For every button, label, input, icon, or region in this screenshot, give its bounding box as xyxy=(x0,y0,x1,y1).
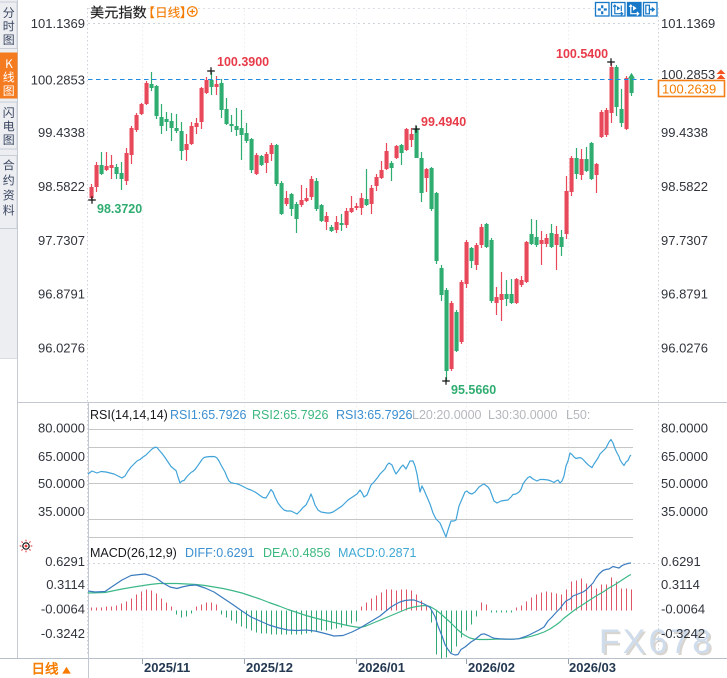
svg-text:2026/01: 2026/01 xyxy=(358,660,405,675)
svg-text:98.5822: 98.5822 xyxy=(661,179,708,194)
svg-text:2026/02: 2026/02 xyxy=(468,660,515,675)
svg-text:-0.3242: -0.3242 xyxy=(661,626,705,641)
svg-text:50.0000: 50.0000 xyxy=(38,476,85,491)
svg-text:100.2853: 100.2853 xyxy=(31,73,85,88)
svg-text:RSI2:65.7926: RSI2:65.7926 xyxy=(252,408,328,422)
svg-text:101.1369: 101.1369 xyxy=(661,16,715,31)
svg-text:97.7307: 97.7307 xyxy=(38,233,85,248)
svg-text:0.3114: 0.3114 xyxy=(661,577,700,592)
svg-text:80.0000: 80.0000 xyxy=(38,421,85,436)
svg-text:RSI1:65.7926: RSI1:65.7926 xyxy=(170,408,246,422)
svg-text:99.4338: 99.4338 xyxy=(661,125,708,140)
svg-text:100.3900: 100.3900 xyxy=(217,55,269,69)
svg-text:96.8791: 96.8791 xyxy=(38,287,85,302)
svg-text:96.8791: 96.8791 xyxy=(661,287,708,302)
svg-text:96.0276: 96.0276 xyxy=(661,341,708,356)
svg-text:0.6291: 0.6291 xyxy=(661,554,701,569)
svg-text:MACD(26,12,9): MACD(26,12,9) xyxy=(90,546,177,560)
svg-text:FX678: FX678 xyxy=(601,625,716,663)
svg-text:97.7307: 97.7307 xyxy=(661,233,708,248)
svg-text:98.3720: 98.3720 xyxy=(97,202,142,216)
svg-text:MACD:0.2871: MACD:0.2871 xyxy=(338,546,417,560)
svg-text:100.5400: 100.5400 xyxy=(556,47,608,61)
svg-text:98.5822: 98.5822 xyxy=(38,179,85,194)
svg-text:L20:20.0000: L20:20.0000 xyxy=(412,408,482,422)
svg-text:2025/11: 2025/11 xyxy=(144,660,190,675)
svg-text:50.0000: 50.0000 xyxy=(661,476,708,491)
svg-text:65.0000: 65.0000 xyxy=(661,449,708,464)
svg-text:FX678: FX678 xyxy=(599,623,714,661)
svg-text:RSI3:65.7926: RSI3:65.7926 xyxy=(336,408,412,422)
svg-text:80.0000: 80.0000 xyxy=(661,421,708,436)
svg-text:-0.0064: -0.0064 xyxy=(41,602,85,617)
svg-text:RSI(14,14,14): RSI(14,14,14) xyxy=(90,408,168,422)
svg-text:-0.0064: -0.0064 xyxy=(661,602,705,617)
svg-text:-0.3242: -0.3242 xyxy=(41,626,85,641)
svg-text:101.1369: 101.1369 xyxy=(31,16,85,31)
svg-text:L30:30.0000: L30:30.0000 xyxy=(488,408,558,422)
svg-text:35.0000: 35.0000 xyxy=(661,504,708,519)
svg-text:99.4940: 99.4940 xyxy=(421,115,466,129)
svg-text:65.0000: 65.0000 xyxy=(38,449,85,464)
svg-text:DIFF:0.6291: DIFF:0.6291 xyxy=(185,546,255,560)
svg-text:DEA:0.4856: DEA:0.4856 xyxy=(263,546,330,560)
svg-text:2025/12: 2025/12 xyxy=(246,660,293,675)
svg-text:95.5660: 95.5660 xyxy=(451,383,496,397)
svg-text:L50:: L50: xyxy=(566,408,590,422)
svg-text:96.0276: 96.0276 xyxy=(38,341,85,356)
svg-text:99.4338: 99.4338 xyxy=(38,125,85,140)
svg-text:100.2853: 100.2853 xyxy=(661,67,715,82)
svg-text:100.2639: 100.2639 xyxy=(662,82,716,97)
svg-text:0.6291: 0.6291 xyxy=(45,554,85,569)
svg-text:35.0000: 35.0000 xyxy=(38,504,85,519)
svg-text:2026/03: 2026/03 xyxy=(569,660,616,675)
svg-text:0.3114: 0.3114 xyxy=(46,577,85,592)
